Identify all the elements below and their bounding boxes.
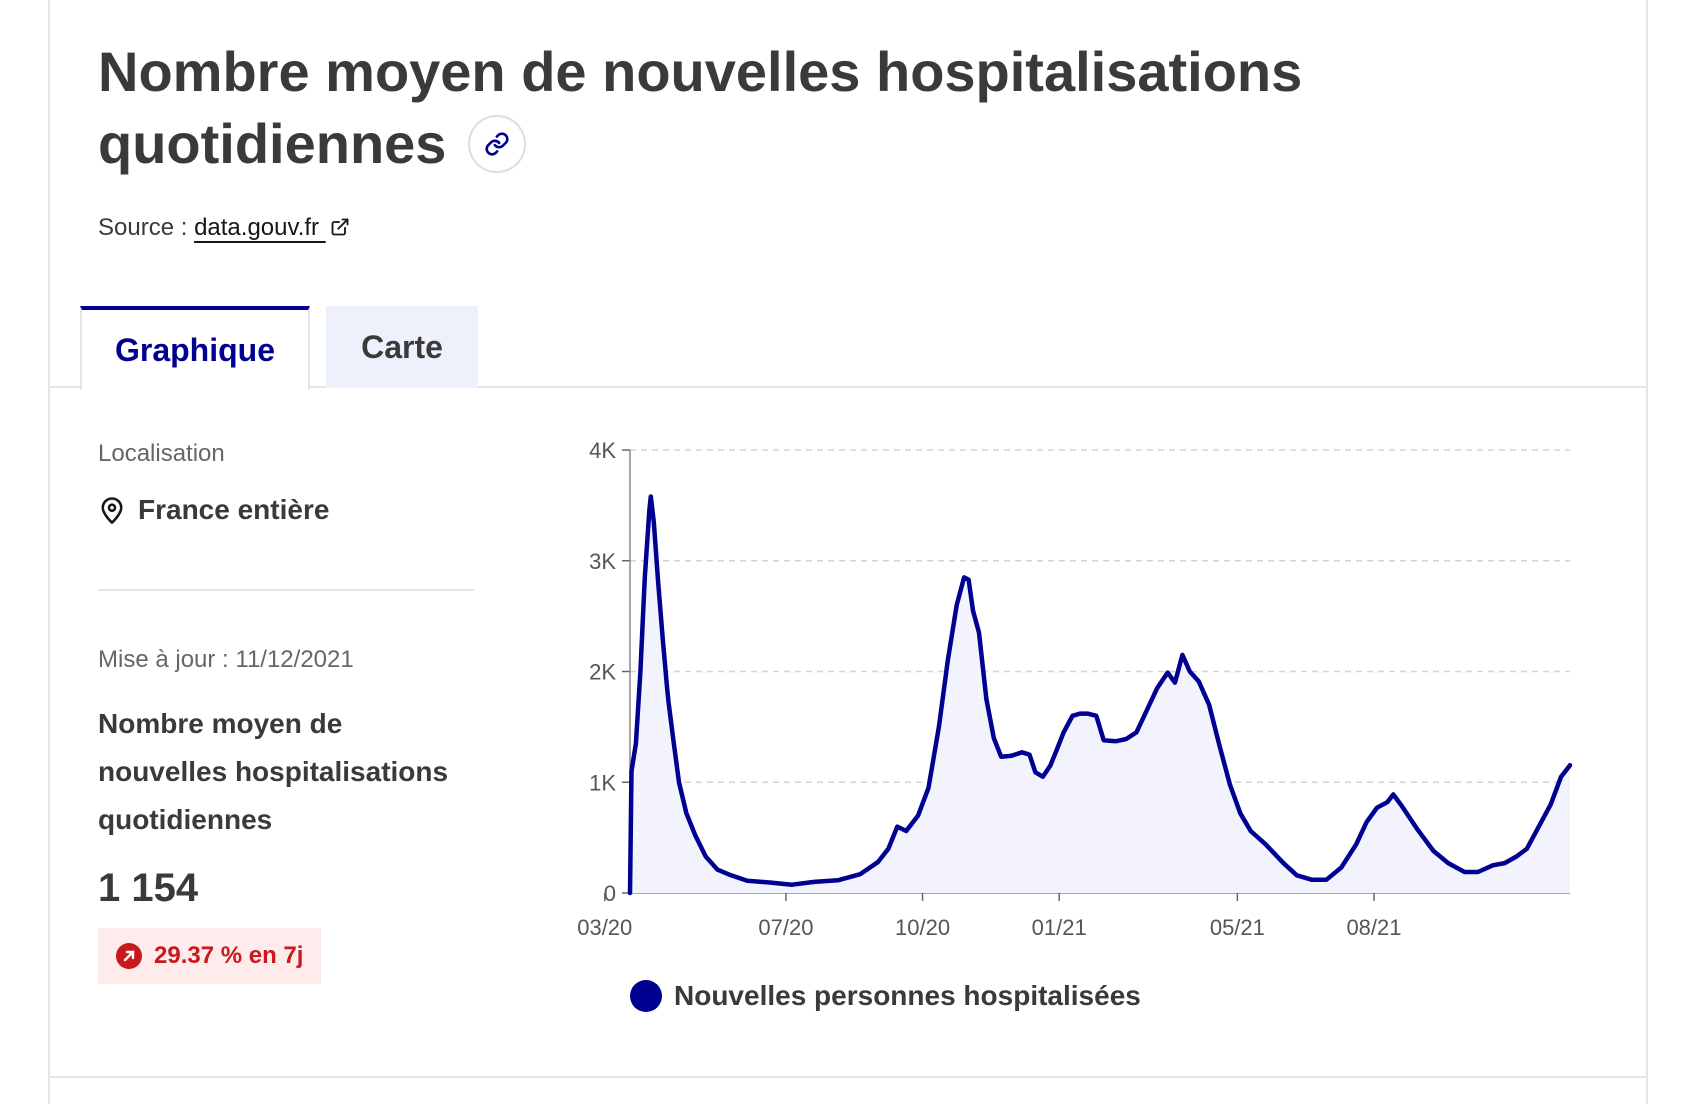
sidebar-divider [98, 589, 474, 591]
x-tick-label: 01/21 [1032, 915, 1087, 940]
y-tick-label: 3K [589, 549, 616, 574]
card-container [48, 0, 1648, 1104]
x-tick-label: 10/20 [895, 915, 950, 940]
arrow-up-right-icon [116, 943, 142, 969]
external-link-icon [331, 218, 349, 236]
series-line [627, 494, 1573, 896]
x-tick-label: 05/21 [1210, 915, 1265, 940]
updated-date: Mise à jour : 11/12/2021 [98, 646, 354, 673]
kpi-value: 1 154 [98, 866, 199, 910]
x-tick-label: 08/21 [1346, 915, 1401, 940]
page-title: Nombre moyen de nouvelles hospitalisatio… [98, 36, 1418, 180]
x-tick-label: 03/20 [577, 915, 632, 940]
source-link[interactable]: data.gouv.fr [194, 214, 350, 241]
kpi-title: Nombre moyen de nouvelles hospitalisatio… [98, 708, 449, 835]
y-tick-label: 2K [589, 660, 616, 685]
y-tick-label: 0 [604, 881, 616, 906]
y-tick-label: 4K [589, 438, 616, 463]
series-area [630, 496, 1570, 893]
map-pin-icon [101, 497, 123, 524]
legend-label: Nouvelles personnes hospitalisées [674, 980, 1141, 1011]
kpi-change-badge: 29.37 % en 7j [98, 928, 322, 984]
legend-marker [630, 980, 662, 1012]
source-link-text[interactable]: data.gouv.fr [194, 214, 320, 241]
bottom-divider [48, 1076, 1648, 1078]
copy-link-button[interactable] [468, 115, 527, 174]
location-value-text: France entière [138, 494, 330, 525]
y-tick-label: 1K [589, 770, 616, 795]
hospitalisations-chart: 0 1K 2K 3K 4K 03/20 07/20 10/20 01/21 05/21 08/21 [577, 438, 1573, 940]
chart-legend[interactable]: Nouvelles personnes hospitalisées [630, 980, 1141, 1012]
page-title-text: Nombre moyen de nouvelles hospitalisatio… [98, 40, 1303, 175]
location-value[interactable]: France entière [98, 494, 329, 526]
source-label: Source : [98, 214, 188, 241]
kpi-change-text: 29.37 % en 7j [154, 942, 304, 969]
tabs-divider [48, 386, 1648, 388]
source-line: Source : data.gouv.fr [98, 214, 350, 242]
link-icon [485, 132, 510, 156]
tab-carte[interactable]: Carte [326, 306, 478, 388]
location-label: Localisation [98, 440, 225, 467]
tab-graphique[interactable]: Graphique [80, 306, 310, 390]
x-tick-label: 07/20 [758, 915, 813, 940]
